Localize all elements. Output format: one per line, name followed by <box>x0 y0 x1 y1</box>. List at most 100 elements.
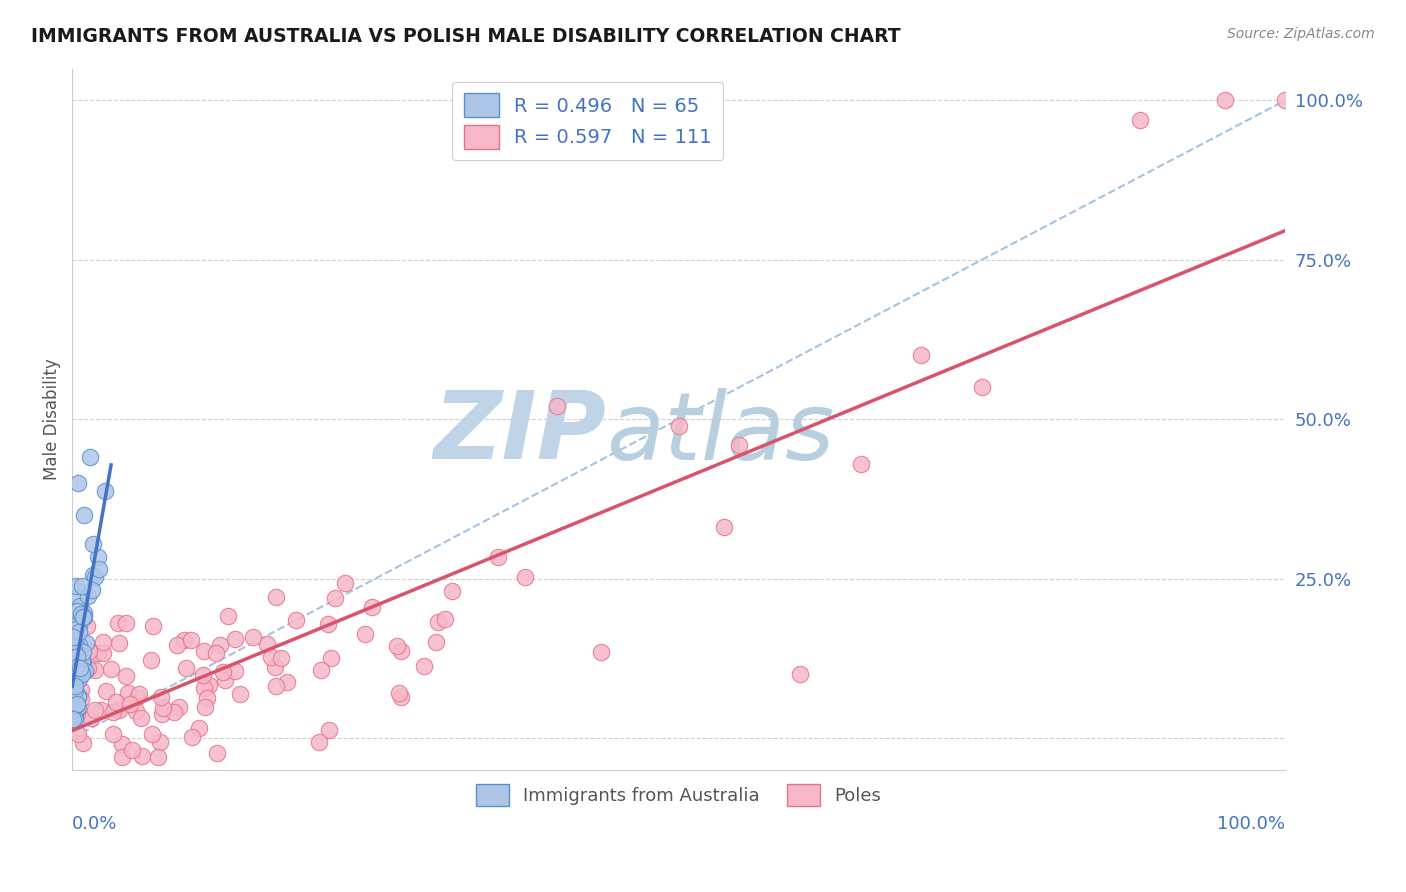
Point <box>65 697 87 711</box>
Point <box>412 659 434 673</box>
Point <box>187 721 209 735</box>
Point <box>65 712 87 726</box>
Point <box>82 537 104 551</box>
Point <box>69 599 91 613</box>
Point <box>75 660 97 674</box>
Point <box>217 609 239 624</box>
Point <box>970 380 993 394</box>
Point <box>72 735 94 749</box>
Point <box>67 625 90 640</box>
Point <box>67 653 90 667</box>
Point <box>65 579 87 593</box>
Point <box>79 450 101 465</box>
Point <box>66 648 89 663</box>
Point <box>266 679 288 693</box>
Text: 0.0%: 0.0% <box>72 815 118 833</box>
Point <box>433 612 456 626</box>
Point <box>242 630 264 644</box>
Point <box>1274 94 1296 108</box>
Point <box>111 750 134 764</box>
Point <box>127 690 149 705</box>
Point <box>91 635 114 649</box>
Point <box>174 661 197 675</box>
Point <box>546 400 568 414</box>
Text: ZIP: ZIP <box>433 387 606 479</box>
Point <box>107 615 129 630</box>
Point <box>72 645 94 659</box>
Point <box>193 681 215 695</box>
Point <box>103 727 125 741</box>
Point <box>67 618 90 632</box>
Point <box>70 654 93 668</box>
Point <box>72 656 94 670</box>
Point <box>86 550 108 565</box>
Point <box>62 653 84 667</box>
Point <box>114 669 136 683</box>
Legend: Immigrants from Australia, Poles: Immigrants from Australia, Poles <box>470 777 889 814</box>
Point <box>121 743 143 757</box>
Point <box>195 690 218 705</box>
Point <box>66 661 89 675</box>
Point <box>63 631 86 645</box>
Point <box>425 635 447 649</box>
Point <box>668 418 690 433</box>
Text: 100.0%: 100.0% <box>1218 815 1285 833</box>
Point <box>141 727 163 741</box>
Point <box>86 647 108 661</box>
Point <box>276 675 298 690</box>
Point <box>309 663 332 677</box>
Point <box>62 712 84 726</box>
Point <box>82 582 104 597</box>
Point <box>910 348 932 362</box>
Point <box>101 705 124 719</box>
Point <box>115 616 138 631</box>
Point <box>426 615 449 630</box>
Point <box>73 664 96 678</box>
Point <box>84 703 107 717</box>
Point <box>152 700 174 714</box>
Point <box>62 630 84 644</box>
Point <box>66 660 89 674</box>
Point <box>65 698 87 712</box>
Point <box>62 667 84 681</box>
Point <box>513 569 536 583</box>
Point <box>194 699 217 714</box>
Point <box>63 706 86 721</box>
Point <box>77 644 100 658</box>
Point <box>180 632 202 647</box>
Text: Source: ZipAtlas.com: Source: ZipAtlas.com <box>1227 27 1375 41</box>
Point <box>139 652 162 666</box>
Point <box>486 549 509 564</box>
Point <box>93 483 115 498</box>
Point <box>385 639 408 653</box>
Point <box>441 584 464 599</box>
Point <box>173 632 195 647</box>
Point <box>67 475 90 490</box>
Point <box>75 636 97 650</box>
Point <box>77 661 100 675</box>
Point <box>335 576 357 591</box>
Point <box>69 665 91 680</box>
Point <box>82 568 104 582</box>
Point <box>63 617 86 632</box>
Point <box>72 667 94 681</box>
Point <box>256 637 278 651</box>
Point <box>62 633 84 648</box>
Point <box>73 607 96 621</box>
Point <box>66 604 89 618</box>
Point <box>128 687 150 701</box>
Point <box>65 623 87 637</box>
Point <box>66 703 89 717</box>
Point <box>69 661 91 675</box>
Point <box>70 607 93 621</box>
Point <box>67 690 90 704</box>
Point <box>193 644 215 658</box>
Point <box>67 689 90 703</box>
Point <box>146 750 169 764</box>
Point <box>131 749 153 764</box>
Point <box>208 638 231 652</box>
Point <box>66 707 89 722</box>
Point <box>150 690 173 704</box>
Point <box>72 610 94 624</box>
Point <box>193 668 215 682</box>
